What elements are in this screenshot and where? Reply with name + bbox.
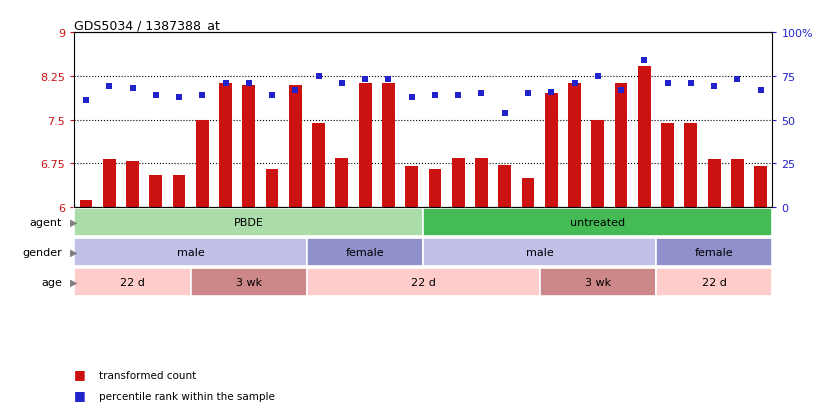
Bar	[243, 85, 255, 208]
Bar	[424, 209, 772, 237]
Bar	[358, 84, 372, 208]
Bar	[424, 238, 656, 266]
Text: percentile rank within the sample: percentile rank within the sample	[99, 391, 275, 401]
Bar	[754, 167, 767, 208]
Text: agent: agent	[30, 218, 62, 228]
Bar	[79, 201, 93, 208]
Point	[521, 91, 534, 97]
Text: male: male	[177, 247, 205, 257]
Text: female: female	[695, 247, 733, 257]
Bar	[196, 120, 209, 208]
Bar	[382, 84, 395, 208]
Bar	[74, 268, 191, 297]
Point	[452, 93, 465, 99]
Text: female: female	[346, 247, 384, 257]
Bar	[74, 209, 424, 237]
Point	[661, 81, 674, 87]
Bar	[429, 170, 441, 208]
Text: GDS5034 / 1387388_at: GDS5034 / 1387388_at	[74, 19, 221, 32]
Point	[312, 74, 325, 80]
Text: 22 d: 22 d	[702, 278, 727, 287]
Bar	[638, 67, 651, 208]
Point	[289, 87, 302, 94]
Text: 22 d: 22 d	[411, 278, 436, 287]
Text: PBDE: PBDE	[234, 218, 263, 228]
Text: 3 wk: 3 wk	[235, 278, 262, 287]
Bar	[103, 160, 116, 208]
Bar	[307, 268, 539, 297]
Point	[568, 81, 582, 87]
Point	[731, 77, 744, 83]
Bar	[731, 160, 743, 208]
Text: ▶: ▶	[70, 218, 78, 228]
Text: transformed count: transformed count	[99, 370, 197, 380]
Bar	[708, 160, 720, 208]
Bar	[662, 123, 674, 208]
Point	[405, 94, 418, 101]
Point	[102, 84, 116, 90]
Point	[265, 93, 278, 99]
Point	[173, 94, 186, 101]
Bar	[615, 84, 628, 208]
Point	[684, 81, 697, 87]
Text: male: male	[526, 247, 553, 257]
Point	[475, 91, 488, 97]
Bar	[685, 123, 697, 208]
Bar	[307, 238, 424, 266]
Point	[196, 93, 209, 99]
Bar	[522, 178, 534, 208]
Bar	[656, 268, 772, 297]
Point	[126, 85, 139, 92]
Bar	[150, 176, 162, 208]
Bar	[539, 268, 656, 297]
Bar	[126, 161, 139, 208]
Bar	[74, 238, 307, 266]
Point	[150, 93, 163, 99]
Bar	[656, 238, 772, 266]
Bar	[335, 158, 349, 208]
Text: ▶: ▶	[70, 247, 78, 257]
Bar	[266, 170, 278, 208]
Bar	[498, 165, 511, 208]
Point	[498, 110, 511, 116]
Point	[638, 58, 651, 64]
Bar	[191, 268, 307, 297]
Text: gender: gender	[22, 247, 62, 257]
Bar	[545, 94, 558, 208]
Bar	[406, 167, 418, 208]
Text: 3 wk: 3 wk	[585, 278, 611, 287]
Point	[335, 81, 349, 87]
Text: ▶: ▶	[70, 278, 78, 287]
Point	[382, 77, 395, 83]
Bar	[475, 158, 488, 208]
Point	[591, 74, 605, 80]
Point	[708, 84, 721, 90]
Bar	[568, 84, 581, 208]
Bar	[289, 85, 301, 208]
Bar	[312, 123, 325, 208]
Text: ■: ■	[74, 388, 86, 401]
Bar	[591, 120, 604, 208]
Text: ■: ■	[74, 367, 86, 380]
Text: age: age	[41, 278, 62, 287]
Point	[615, 87, 628, 94]
Point	[79, 98, 93, 104]
Text: untreated: untreated	[570, 218, 625, 228]
Bar	[452, 158, 464, 208]
Point	[242, 81, 255, 87]
Point	[544, 89, 558, 96]
Point	[754, 87, 767, 94]
Bar	[173, 176, 185, 208]
Point	[219, 81, 232, 87]
Point	[429, 93, 442, 99]
Point	[358, 77, 372, 83]
Text: 22 d: 22 d	[120, 278, 145, 287]
Bar	[219, 84, 232, 208]
